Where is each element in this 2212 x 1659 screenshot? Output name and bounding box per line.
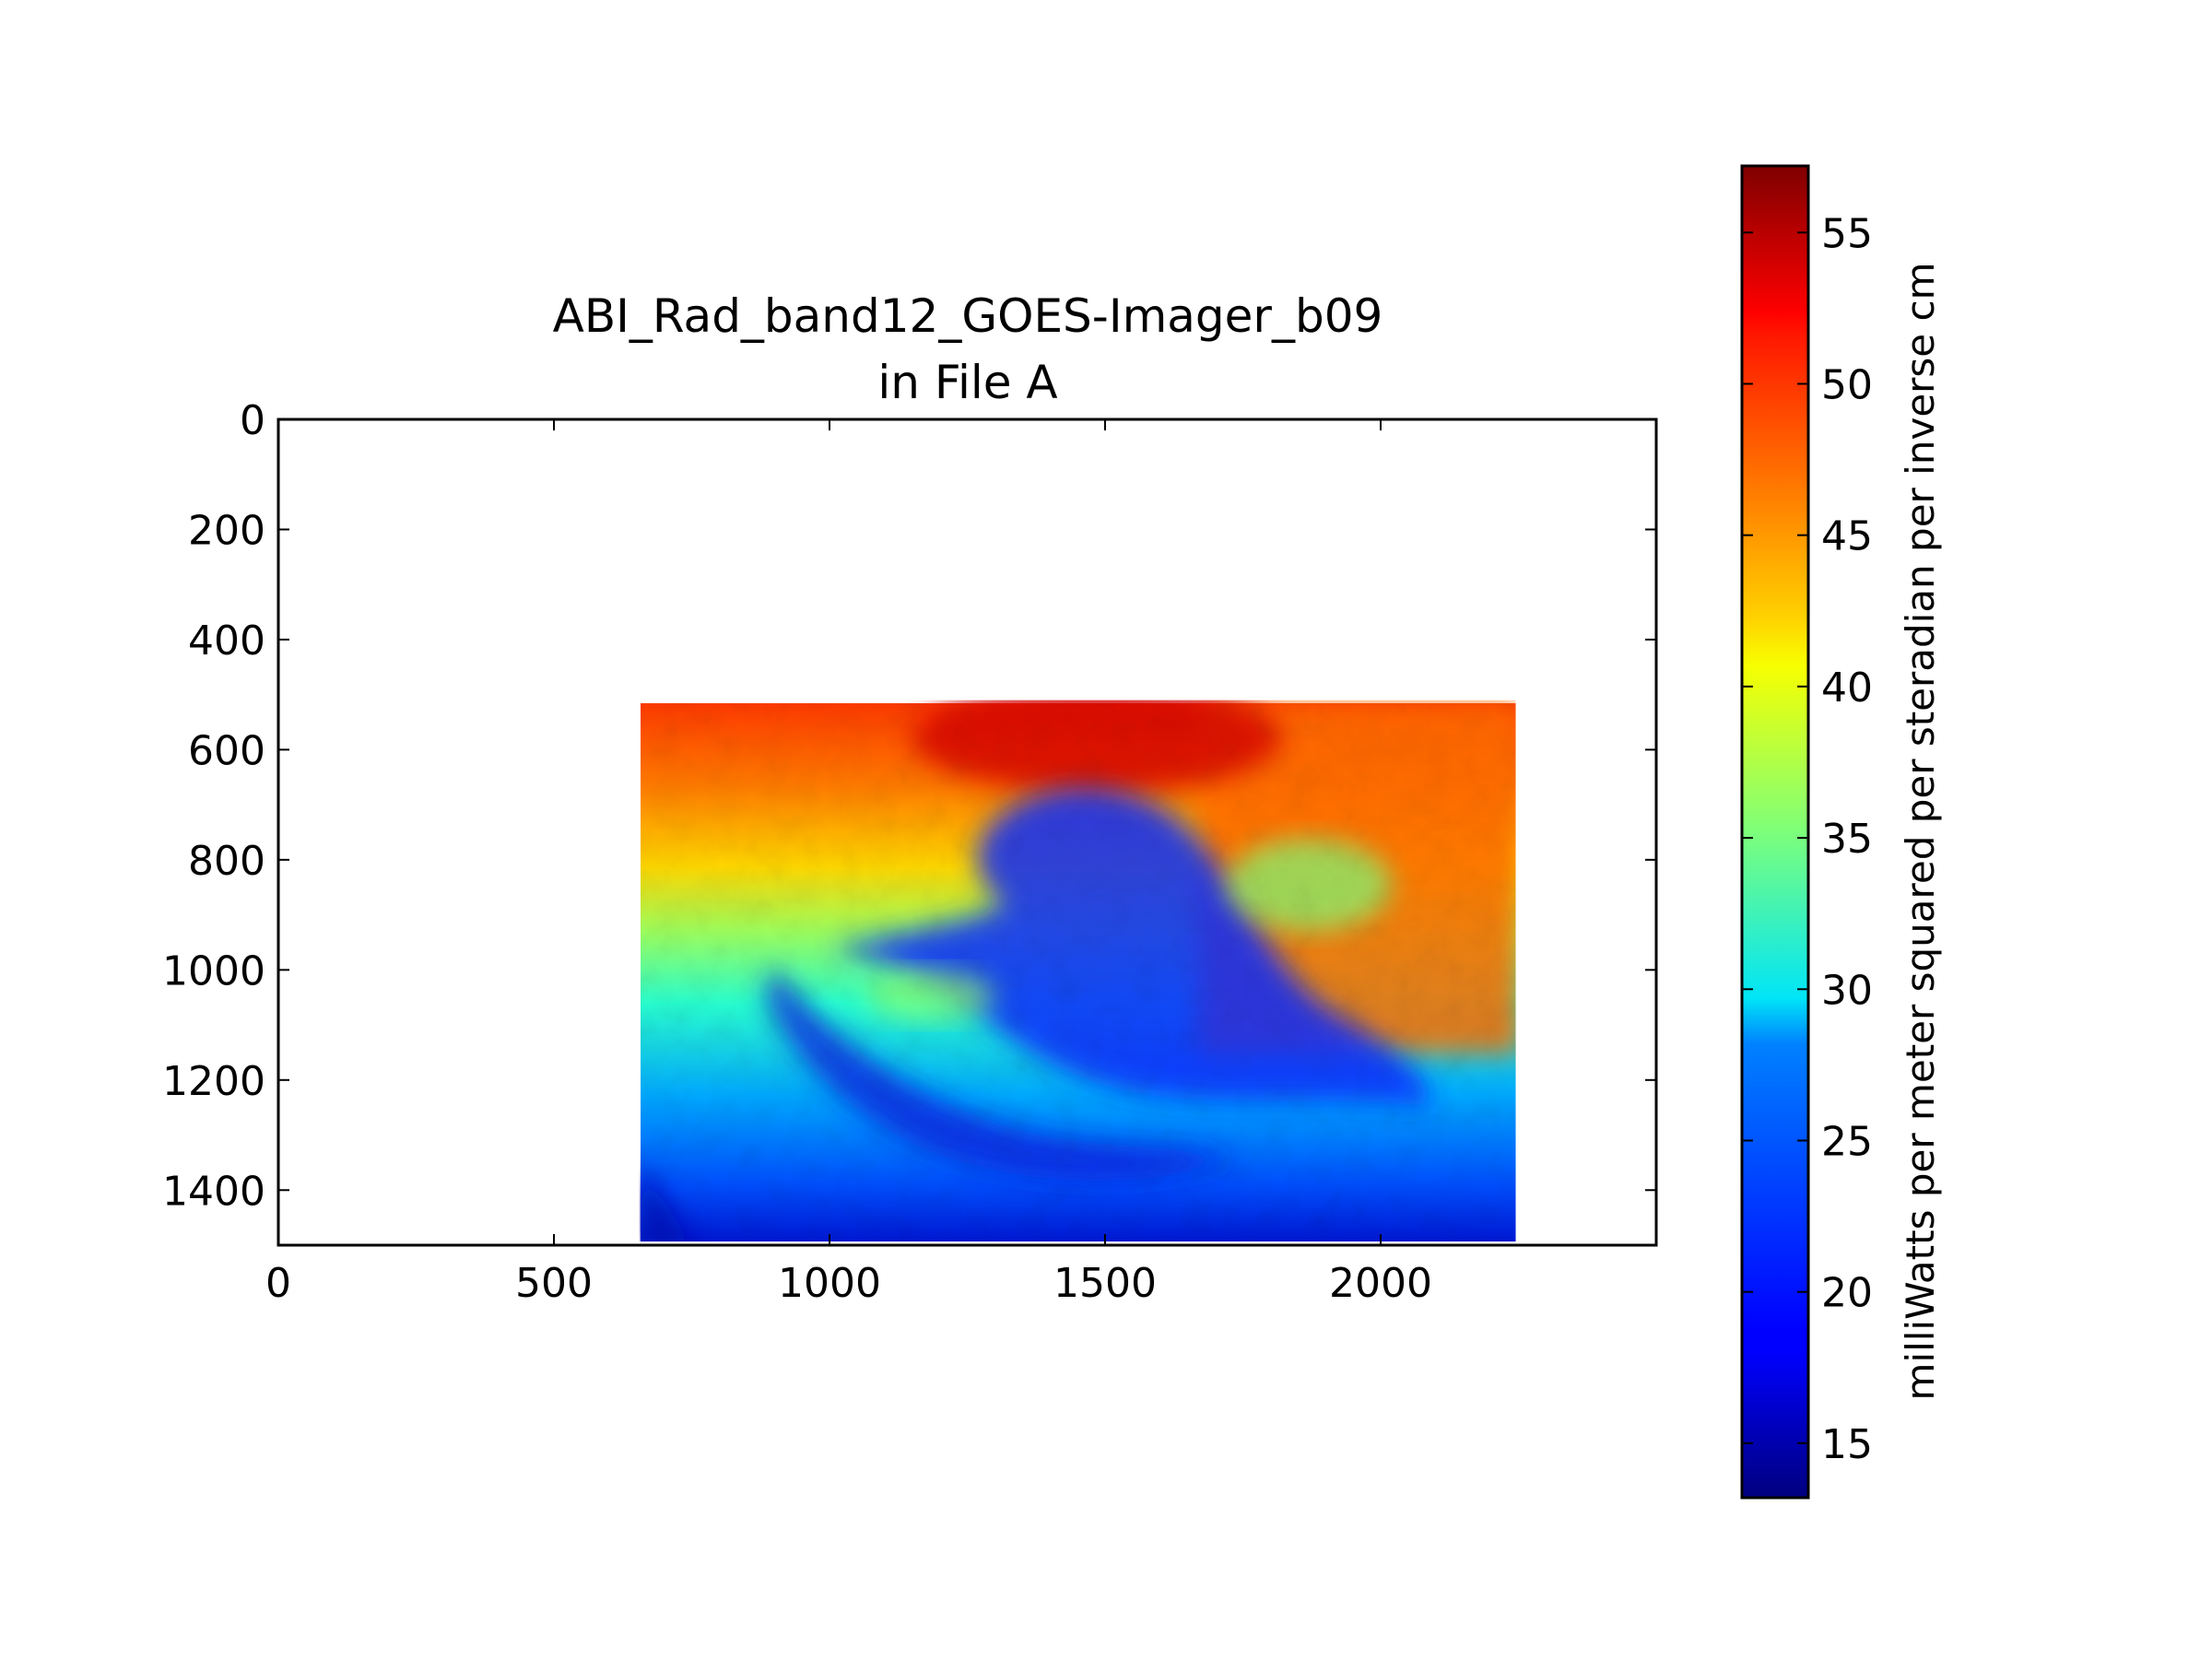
x-axis: 0 500 1000 1500 2000: [265, 419, 1432, 1307]
y-tick-label: 800: [188, 838, 265, 885]
colorbar-tick-label: 20: [1821, 1270, 1873, 1317]
colorbar-label: milliWatts per meter squared per steradi…: [1898, 262, 1943, 1400]
x-tick-label: 0: [265, 1260, 291, 1307]
y-tick-label: 1400: [162, 1168, 265, 1215]
x-tick-label: 1500: [1053, 1260, 1157, 1307]
colorbar-tick-label: 35: [1821, 816, 1873, 863]
colorbar-tick-label: 25: [1821, 1118, 1873, 1165]
y-tick-label: 1200: [162, 1058, 265, 1105]
heatmap-image: [641, 700, 1516, 1241]
y-tick-label: 400: [188, 618, 265, 665]
colorbar-ticks: 15 20 25 30 35 40 45 50 55: [1742, 210, 1873, 1468]
colorbar-tick-label: 30: [1821, 967, 1873, 1014]
colorbar-tick-label: 50: [1821, 361, 1873, 408]
colorbar-tick-label: 55: [1821, 210, 1873, 257]
x-tick-label: 500: [515, 1260, 593, 1307]
colorbar-gradient: [1740, 164, 1810, 1500]
colorbar-tick-label: 40: [1821, 665, 1873, 712]
x-tick-label: 1000: [778, 1260, 881, 1307]
colorbar: 15 20 25 30 35 40 45 50 55 milliWatts per meter …: [1740, 164, 1943, 1500]
y-tick-label: 200: [188, 507, 265, 554]
heatmap-texture: [641, 703, 1516, 1241]
chart-title-line2: in File A: [877, 356, 1057, 409]
x-tick-label: 2000: [1329, 1260, 1432, 1307]
y-tick-label: 600: [188, 727, 265, 774]
chart-title-line1: ABI_Rad_band12_GOES-Imager_b09: [553, 289, 1383, 343]
colorbar-tick-label: 15: [1821, 1421, 1873, 1468]
y-tick-label: 0: [240, 397, 265, 444]
y-tick-label: 1000: [162, 947, 265, 994]
colorbar-tick-label: 45: [1821, 513, 1873, 560]
plot-frame: [276, 418, 1658, 1247]
y-axis: 0 200 400 600 800 1000 1200 1400: [162, 397, 1656, 1215]
